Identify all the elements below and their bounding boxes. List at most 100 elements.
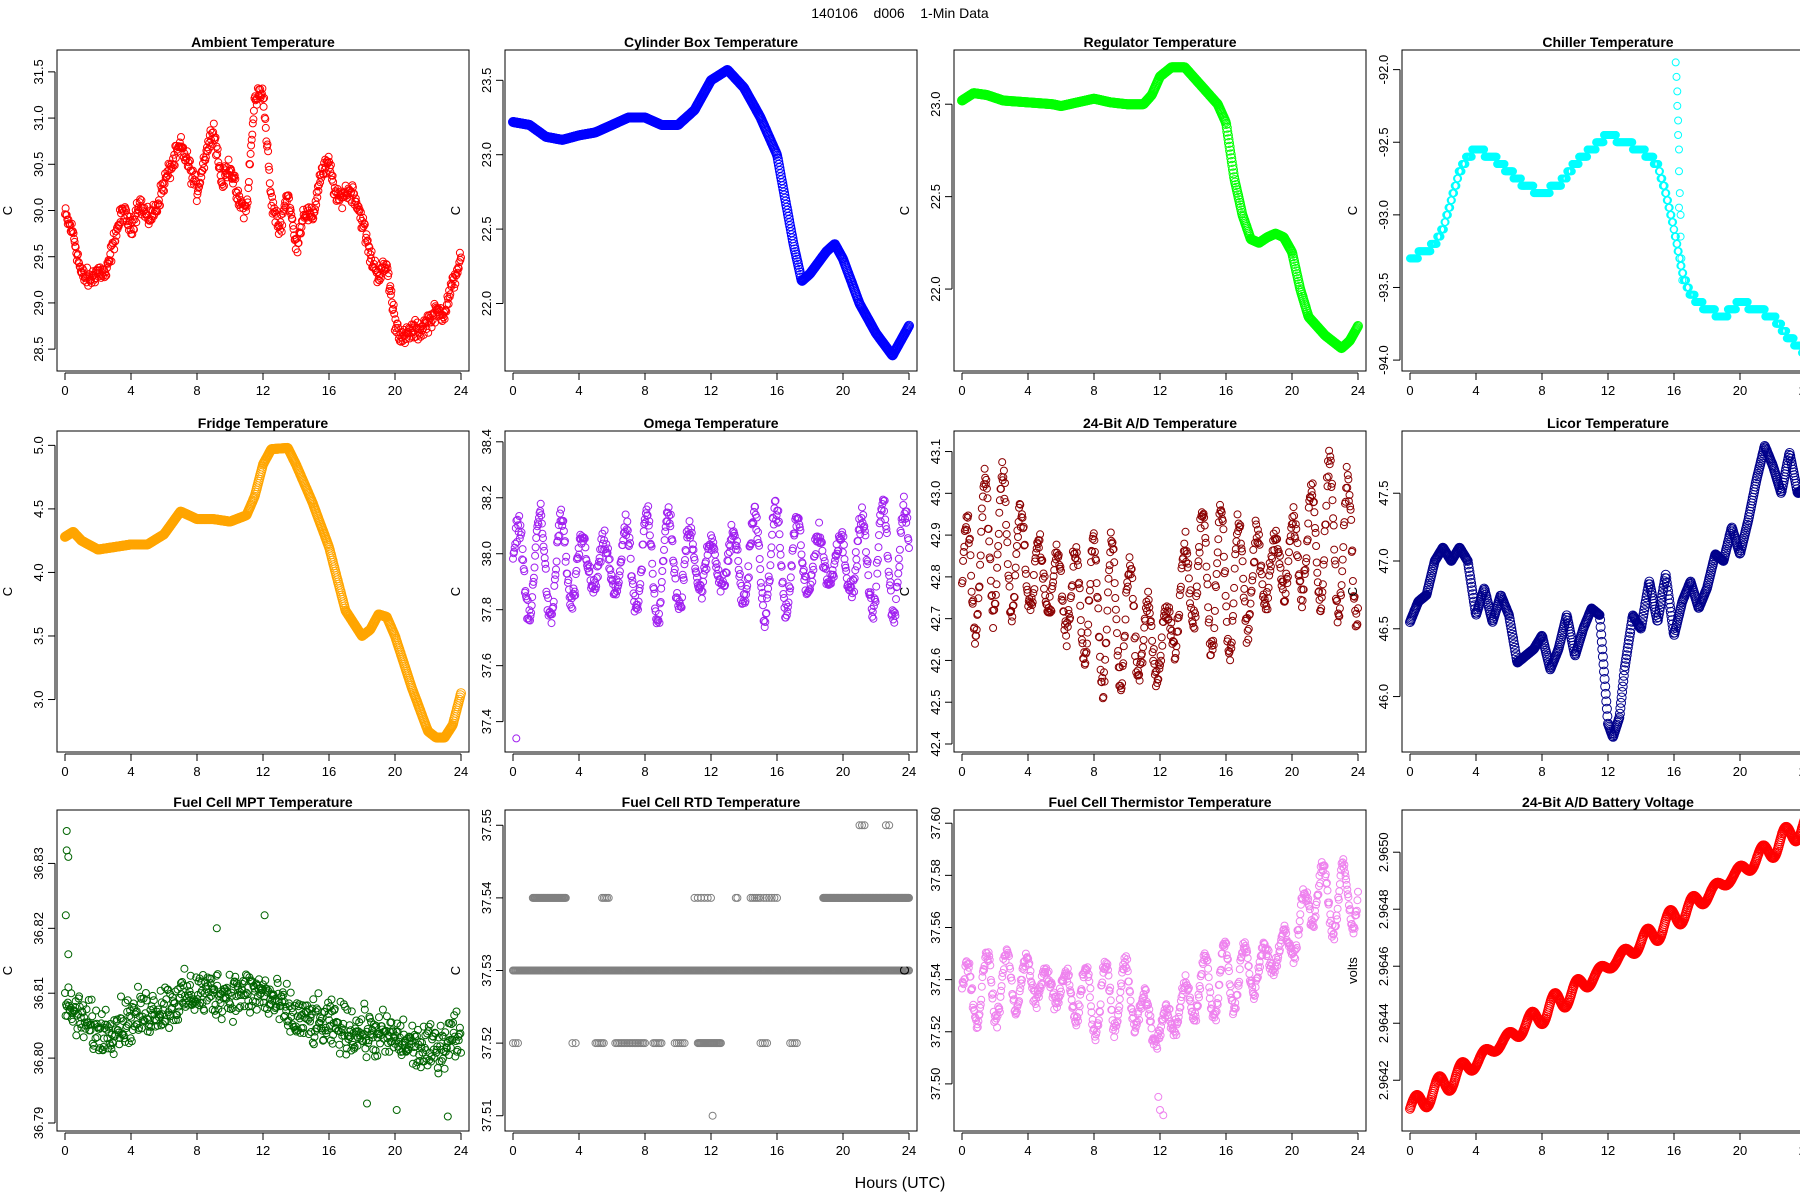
data-point <box>615 567 624 576</box>
data-point <box>242 207 250 216</box>
data-point <box>1219 552 1228 561</box>
y-tick-label: 29.5 <box>31 244 46 269</box>
data-point <box>1673 101 1682 110</box>
panel-title: 24-Bit A/D Temperature <box>1083 415 1237 431</box>
data-point <box>658 567 667 575</box>
data-point <box>998 458 1007 467</box>
panel-4: Chiller Temperature04812162024-94.0-93.5… <box>1345 34 1800 398</box>
y-axis: 22.022.523.023.5 <box>479 68 504 316</box>
y-tick-label: 29.0 <box>31 290 46 315</box>
data-point <box>960 542 969 551</box>
x-tick-label: 16 <box>770 764 784 779</box>
data-point <box>1230 564 1239 573</box>
data-point <box>893 578 902 587</box>
data-point <box>1102 625 1111 634</box>
data-point <box>386 290 395 299</box>
data-point <box>1671 58 1680 67</box>
data-point <box>626 554 635 563</box>
data-point <box>734 557 743 565</box>
data-point <box>1003 560 1012 569</box>
data-point <box>248 119 257 128</box>
data-point <box>1158 641 1167 650</box>
data-point <box>195 182 204 191</box>
data-point <box>1002 530 1011 539</box>
data-point <box>350 189 359 198</box>
data-point <box>384 269 393 278</box>
data-point <box>775 530 784 539</box>
data-point <box>993 550 1002 559</box>
data-point <box>278 221 287 230</box>
data-point <box>382 260 391 269</box>
data-point <box>882 529 891 538</box>
data-point <box>261 115 270 123</box>
data-point <box>776 550 785 559</box>
data-point <box>1676 210 1685 219</box>
data-point <box>1212 570 1221 578</box>
data-point <box>1675 203 1683 212</box>
data-point <box>536 499 545 508</box>
data-point <box>1140 623 1149 632</box>
data-point <box>231 175 240 183</box>
data-point <box>989 624 998 632</box>
y-tick-label: 30.5 <box>31 152 46 177</box>
data-point <box>1103 606 1112 615</box>
data-point <box>62 211 71 219</box>
data-point <box>744 562 753 571</box>
data-point <box>1201 538 1210 547</box>
data-point <box>67 219 76 228</box>
data-point <box>375 271 383 280</box>
data-point <box>1214 535 1223 544</box>
data-point <box>91 278 99 287</box>
x-tick-label: 16 <box>322 764 336 779</box>
data-point <box>621 510 630 519</box>
data-point <box>1180 539 1189 548</box>
data-point <box>1090 536 1099 545</box>
x-tick-label: 24 <box>902 383 916 398</box>
data-point <box>978 513 987 522</box>
data-point <box>389 304 398 313</box>
data-point <box>874 543 883 552</box>
y-tick-label: 38.0 <box>479 541 494 566</box>
data-point <box>353 201 362 210</box>
panel-title: Omega Temperature <box>643 415 778 431</box>
x-tick-label: 0 <box>958 383 965 398</box>
data-point <box>550 581 559 590</box>
data-point <box>270 204 279 213</box>
data-point <box>154 199 163 208</box>
data-point <box>1111 594 1120 602</box>
x-tick-label: 0 <box>61 764 68 779</box>
data-point <box>376 274 385 283</box>
data-point <box>259 102 268 111</box>
data-point <box>999 466 1008 475</box>
data-point <box>864 571 873 580</box>
data-point <box>982 475 991 484</box>
data-point <box>797 550 806 559</box>
data-point <box>359 222 368 231</box>
data-point <box>1045 592 1054 601</box>
data-point <box>862 548 870 557</box>
y-tick-label: 37.6 <box>479 653 494 678</box>
data-point <box>531 543 540 552</box>
data-point <box>406 332 415 341</box>
x-tick-label: 20 <box>388 383 402 398</box>
data-point <box>1030 585 1039 594</box>
data-point <box>1052 540 1061 549</box>
data-point <box>1674 131 1683 139</box>
data-point <box>1014 533 1022 541</box>
data-point <box>1119 642 1128 651</box>
y-axis: 22.022.523.0 <box>928 92 953 302</box>
data-point <box>74 250 82 259</box>
data-point <box>1171 648 1180 657</box>
data-point <box>324 152 333 161</box>
data-point <box>209 128 218 137</box>
y-tick-label: 30.0 <box>31 198 46 223</box>
data-point <box>97 273 106 282</box>
data-point <box>1675 167 1683 176</box>
data-point <box>383 264 392 273</box>
y-tick-label: 22.0 <box>479 291 494 316</box>
x-tick-label: 20 <box>1285 383 1299 398</box>
panel-title: Ambient Temperature <box>191 34 335 50</box>
data-point <box>1238 557 1247 566</box>
data-point <box>328 171 337 180</box>
